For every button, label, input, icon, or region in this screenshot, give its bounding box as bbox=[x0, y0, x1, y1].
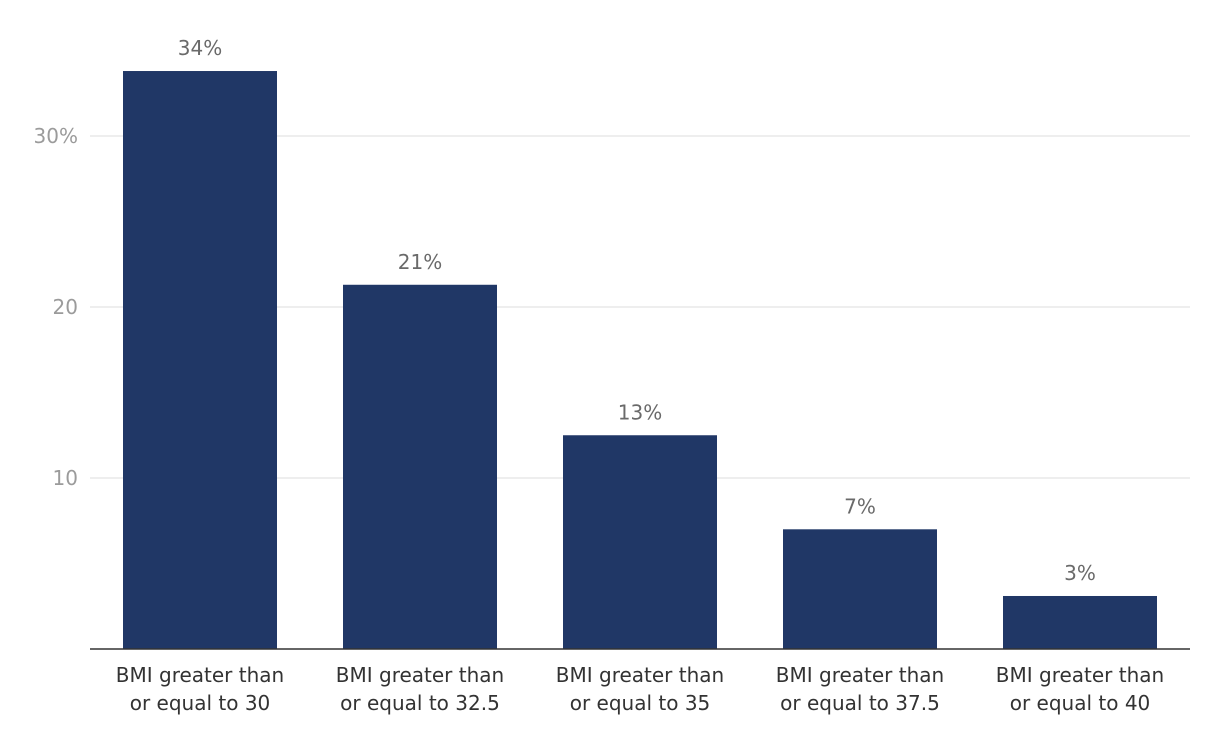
x-axis-labels: BMI greater than or equal to 30 BMI greate… bbox=[116, 663, 1164, 715]
bar bbox=[783, 529, 937, 649]
x-tick-label-line1: BMI greater than bbox=[556, 663, 724, 687]
bar bbox=[123, 71, 277, 649]
x-tick-label-line1: BMI greater than bbox=[336, 663, 504, 687]
data-label: 7% bbox=[844, 494, 876, 518]
data-label: 3% bbox=[1064, 561, 1096, 585]
x-tick-label-line1: BMI greater than bbox=[116, 663, 284, 687]
x-tick-label-line2: or equal to 37.5 bbox=[780, 691, 940, 715]
y-tick-label: 20 bbox=[53, 295, 78, 319]
x-tick-label-line1: BMI greater than bbox=[776, 663, 944, 687]
data-labels: 34% 21% 13% 7% 3% bbox=[178, 36, 1096, 585]
data-label: 21% bbox=[398, 250, 442, 274]
bar bbox=[1003, 595, 1157, 649]
x-tick-label-line1: BMI greater than bbox=[996, 663, 1164, 687]
x-tick-label-line2: or equal to 35 bbox=[570, 691, 711, 715]
bar bbox=[563, 435, 717, 649]
y-tick-label: 30% bbox=[34, 124, 78, 148]
data-label: 34% bbox=[178, 36, 222, 60]
x-tick-label-line2: or equal to 40 bbox=[1010, 691, 1151, 715]
data-label: 13% bbox=[618, 400, 662, 424]
x-tick-label-line2: or equal to 30 bbox=[130, 691, 271, 715]
bar bbox=[343, 284, 497, 649]
y-axis-ticks: 10 20 30% bbox=[34, 124, 78, 490]
x-tick-label-line2: or equal to 32.5 bbox=[340, 691, 500, 715]
bars bbox=[123, 71, 1157, 649]
y-tick-label: 10 bbox=[53, 466, 78, 490]
